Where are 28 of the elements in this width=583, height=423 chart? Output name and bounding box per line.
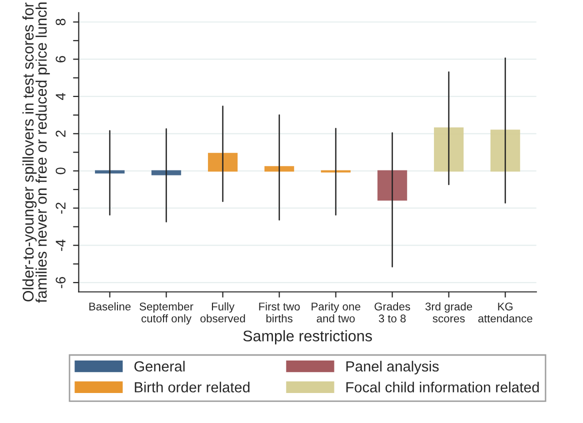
x-tick-label: Grades 3 to 8 — [374, 302, 410, 322]
y-axis-title: Older-to-younger spillovers in test scores for families never on free or reduced price lunch — [22, 2, 50, 303]
x-tick-label: Parity one and two — [312, 302, 360, 322]
legend-label: General — [134, 360, 185, 372]
y-tick-label: 4 — [56, 92, 66, 100]
x-tick-label: First two births — [259, 302, 300, 322]
bar — [264, 166, 294, 172]
legend-label: Focal child information related — [346, 382, 539, 392]
x-tick-label: 3rd grade scores — [425, 302, 472, 322]
bar — [490, 130, 520, 172]
y-tick-label: -6 — [56, 277, 66, 288]
legend-label: Birth order related — [134, 382, 250, 392]
x-tick-label: Baseline — [89, 302, 131, 310]
y-tick-label: -2 — [56, 202, 66, 214]
x-tick-label: Fully observed — [200, 302, 245, 322]
bar — [377, 170, 408, 201]
y-tick-label: -4 — [56, 240, 66, 251]
y-tick-label: 2 — [56, 130, 66, 137]
bar — [151, 170, 182, 176]
x-axis-title: Sample restrictions — [243, 330, 372, 344]
y-tick-label: 8 — [56, 18, 66, 26]
bar — [434, 127, 464, 172]
bar — [208, 152, 238, 172]
x-tick-label: KG attendance — [478, 302, 532, 322]
y-tick-label: 6 — [56, 56, 66, 62]
x-tick-label: September cutoff only — [140, 302, 194, 325]
legend-label: Panel analysis — [346, 360, 439, 374]
y-tick-label: 0 — [56, 168, 66, 174]
